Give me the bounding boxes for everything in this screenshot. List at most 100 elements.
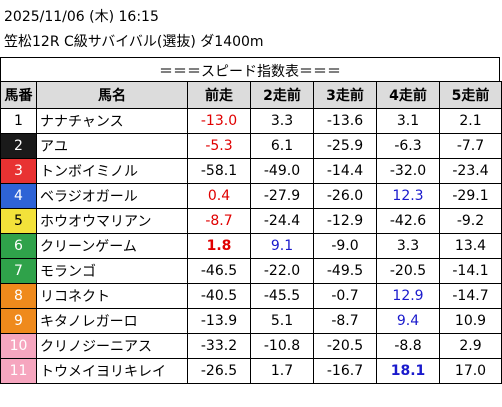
speed-index-cell: 17.0: [439, 358, 502, 384]
speed-index-cell: -49.5: [313, 258, 377, 284]
speed-index-cell: -13.9: [187, 308, 251, 334]
horse-number: 5: [0, 208, 37, 234]
speed-index-cell: -12.9: [313, 208, 377, 234]
speed-index-cell: -10.8: [250, 333, 314, 359]
table-row: 1 ナナチャンス -13.0 3.3 -13.6 3.1 2.1: [0, 108, 502, 134]
horse-name: キタノレガーロ: [36, 308, 188, 334]
col-header-5ago: 5走前: [439, 81, 502, 109]
speed-index-cell: 6.1: [250, 133, 314, 159]
speed-index-cell: 12.9: [376, 283, 440, 309]
horse-number: 2: [0, 133, 37, 159]
speed-index-cell: 3.3: [376, 233, 440, 259]
speed-index-cell: -14.1: [439, 258, 502, 284]
horse-name: アユ: [36, 133, 188, 159]
speed-index-cell: -9.2: [439, 208, 502, 234]
speed-index-cell: 12.3: [376, 183, 440, 209]
speed-index-cell: 5.1: [250, 308, 314, 334]
horse-number: 11: [0, 358, 37, 384]
race-datetime: 2025/11/06 (木) 16:15: [4, 9, 159, 25]
speed-index-cell: -49.0: [250, 158, 314, 184]
speed-index-cell: 9.4: [376, 308, 440, 334]
speed-index-cell: -8.7: [187, 208, 251, 234]
col-header-last: 前走: [187, 81, 251, 109]
race-info: 笠松12R C級サバイバル(選抜) ダ1400m: [4, 34, 264, 50]
col-header-2ago: 2走前: [250, 81, 314, 109]
speed-index-cell: 2.9: [439, 333, 502, 359]
speed-index-cell: 3.3: [250, 108, 314, 134]
speed-index-cell: -32.0: [376, 158, 440, 184]
speed-index-cell: -25.9: [313, 133, 377, 159]
table-header-row: 馬番 馬名 前走 2走前 3走前 4走前 5走前: [0, 81, 502, 109]
col-header-num: 馬番: [0, 81, 37, 109]
table-row: 5 ホウオウマリアン -8.7 -24.4 -12.9 -42.6 -9.2: [0, 208, 502, 234]
table-title-box: ＝＝＝スピード指数表＝＝＝: [0, 57, 500, 81]
speed-index-cell: -23.4: [439, 158, 502, 184]
speed-index-table: 馬番 馬名 前走 2走前 3走前 4走前 5走前 1 ナナチャンス -13.0 3.3…: [0, 81, 502, 384]
speed-index-cell: -27.9: [250, 183, 314, 209]
speed-index-cell: -14.7: [439, 283, 502, 309]
speed-index-cell: 1.7: [250, 358, 314, 384]
speed-index-cell: -33.2: [187, 333, 251, 359]
speed-index-cell: -13.6: [313, 108, 377, 134]
table-row: 11 トウメイヨリキレイ -26.5 1.7 -16.7 18.1 17.0: [0, 358, 502, 384]
table-row: 8 リコネクト -40.5 -45.5 -0.7 12.9 -14.7: [0, 283, 502, 309]
speed-index-cell: -0.7: [313, 283, 377, 309]
table-row: 3 トンボイミノル -58.1 -49.0 -14.4 -32.0 -23.4: [0, 158, 502, 184]
table-row: 7 モランゴ -46.5 -22.0 -49.5 -20.5 -14.1: [0, 258, 502, 284]
speed-index-cell: 3.1: [376, 108, 440, 134]
speed-index-cell: 1.8: [187, 233, 251, 259]
speed-index-cell: -22.0: [250, 258, 314, 284]
speed-index-cell: -26.5: [187, 358, 251, 384]
horse-name: モランゴ: [36, 258, 188, 284]
speed-index-cell: 13.4: [439, 233, 502, 259]
speed-index-cell: -5.3: [187, 133, 251, 159]
horse-name: ベラジオガール: [36, 183, 188, 209]
table-row: 4 ベラジオガール 0.4 -27.9 -26.0 12.3 -29.1: [0, 183, 502, 209]
speed-index-cell: 18.1: [376, 358, 440, 384]
horse-number: 4: [0, 183, 37, 209]
speed-index-cell: -46.5: [187, 258, 251, 284]
horse-name: クリノジーニアス: [36, 333, 188, 359]
speed-index-cell: 9.1: [250, 233, 314, 259]
horse-number: 9: [0, 308, 37, 334]
horse-number: 7: [0, 258, 37, 284]
speed-index-cell: -45.5: [250, 283, 314, 309]
col-header-4ago: 4走前: [376, 81, 440, 109]
table-title: ＝＝＝スピード指数表＝＝＝: [159, 64, 341, 80]
col-header-3ago: 3走前: [313, 81, 377, 109]
speed-index-cell: -9.0: [313, 233, 377, 259]
horse-name: ナナチャンス: [36, 108, 188, 134]
speed-index-cell: -24.4: [250, 208, 314, 234]
speed-index-cell: -42.6: [376, 208, 440, 234]
speed-index-cell: -8.8: [376, 333, 440, 359]
speed-index-cell: -29.1: [439, 183, 502, 209]
horse-number: 6: [0, 233, 37, 259]
table-row: 9 キタノレガーロ -13.9 5.1 -8.7 9.4 10.9: [0, 308, 502, 334]
speed-index-cell: -20.5: [376, 258, 440, 284]
horse-name: リコネクト: [36, 283, 188, 309]
speed-index-cell: -58.1: [187, 158, 251, 184]
speed-index-cell: -40.5: [187, 283, 251, 309]
speed-index-cell: -26.0: [313, 183, 377, 209]
speed-index-cell: -7.7: [439, 133, 502, 159]
speed-index-cell: -6.3: [376, 133, 440, 159]
speed-index-cell: -14.4: [313, 158, 377, 184]
horse-number: 3: [0, 158, 37, 184]
horse-name: トンボイミノル: [36, 158, 188, 184]
horse-number: 1: [0, 108, 37, 134]
speed-index-cell: -16.7: [313, 358, 377, 384]
horse-name: ホウオウマリアン: [36, 208, 188, 234]
horse-number: 8: [0, 283, 37, 309]
table-row: 2 アユ -5.3 6.1 -25.9 -6.3 -7.7: [0, 133, 502, 159]
horse-number: 10: [0, 333, 37, 359]
speed-index-cell: 0.4: [187, 183, 251, 209]
horse-name: クリーンゲーム: [36, 233, 188, 259]
speed-index-cell: 2.1: [439, 108, 502, 134]
col-header-name: 馬名: [36, 81, 188, 109]
horse-name: トウメイヨリキレイ: [36, 358, 188, 384]
speed-index-cell: -8.7: [313, 308, 377, 334]
speed-index-cell: -13.0: [187, 108, 251, 134]
table-row: 10 クリノジーニアス -33.2 -10.8 -20.5 -8.8 2.9: [0, 333, 502, 359]
speed-index-cell: -20.5: [313, 333, 377, 359]
